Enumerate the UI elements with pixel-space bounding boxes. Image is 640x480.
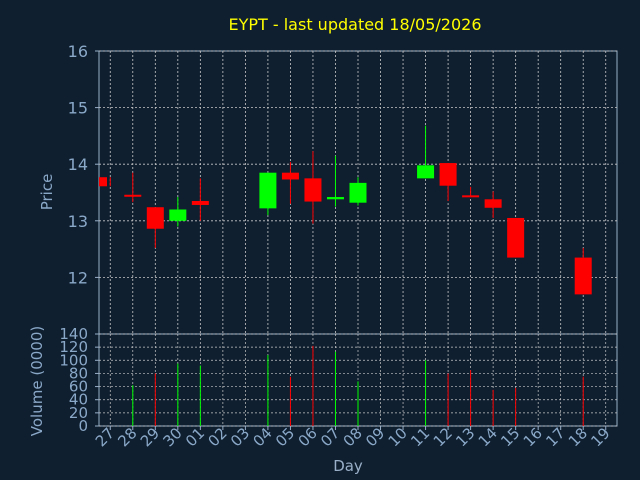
candle-body [281, 172, 299, 180]
price-axis-label: Price [38, 174, 56, 211]
volume-tick-label: 140 [59, 325, 88, 343]
chart-title: EYPT - last updated 18/05/2026 [228, 15, 481, 34]
day-axis-label: Day [333, 457, 363, 475]
volume-tick-label: 100 [59, 351, 88, 369]
volume-tick-label: 60 [69, 378, 88, 396]
volume-tick-label: 40 [69, 391, 88, 409]
volume-tick-label: 0 [78, 417, 88, 435]
candle-body [169, 209, 187, 221]
candle-body [484, 199, 502, 208]
volume-axis-label: Volume (0000) [28, 326, 46, 436]
candle-body [124, 194, 142, 197]
volume-tick-label: 20 [69, 404, 88, 422]
price-tick-label: 16 [68, 42, 88, 61]
price-panel: 16 15 14 13 12 [68, 42, 618, 335]
price-tick-label: 13 [68, 212, 88, 231]
candle-body [417, 165, 435, 179]
price-tick-label: 14 [68, 155, 88, 174]
volume-tick-label: 120 [59, 338, 88, 356]
candle-body [259, 172, 277, 209]
price-tick-label: 15 [68, 99, 88, 118]
candle-body [191, 200, 209, 205]
candle-body [574, 257, 592, 295]
candle-body [349, 182, 367, 203]
candle-body [99, 177, 107, 187]
candle-body [304, 178, 322, 202]
price-tick-label: 12 [68, 268, 88, 287]
volume-tick-label: 80 [69, 364, 88, 382]
candle-body [507, 217, 525, 258]
candle-body [146, 207, 164, 229]
candle-body [439, 163, 457, 186]
candle-body [462, 195, 480, 198]
candle-body [326, 197, 344, 200]
